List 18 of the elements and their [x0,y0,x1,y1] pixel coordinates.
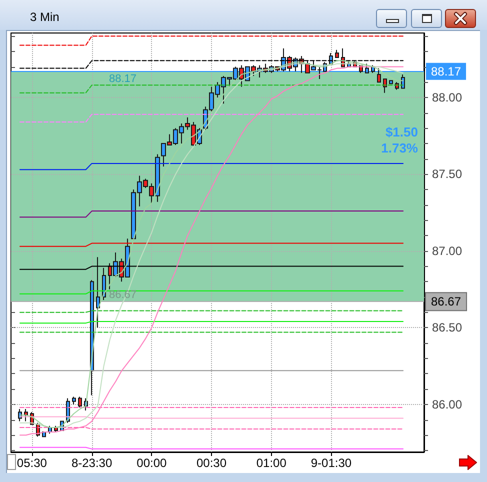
chart-title: 3 Min [30,10,60,24]
y-tick-label: 87.50 [432,167,462,182]
x-tick-label: 05:30 [16,456,48,470]
annotation: 88.17 [109,72,137,85]
ref-line-label: 88.17 [431,64,462,78]
x-tick-label: 00:00 [136,456,167,470]
ref-line-label: 86.67 [431,294,462,309]
x-tick-label: 8-23:30 [71,456,112,470]
x-tick-label: 01:00 [256,456,287,470]
annotation: 1.73% [381,140,418,156]
y-tick-label: 86.50 [432,320,462,335]
annotation: $1.50 [385,124,418,140]
y-tick-label: 87.00 [432,244,462,258]
annotation: 86.67 [109,289,137,302]
y-tick-label: 86.00 [432,397,462,412]
x-tick-label: 00:30 [196,456,227,470]
x-tick-label: 9-01:30 [310,456,352,470]
y-tick-label: 88.00 [432,90,462,104]
